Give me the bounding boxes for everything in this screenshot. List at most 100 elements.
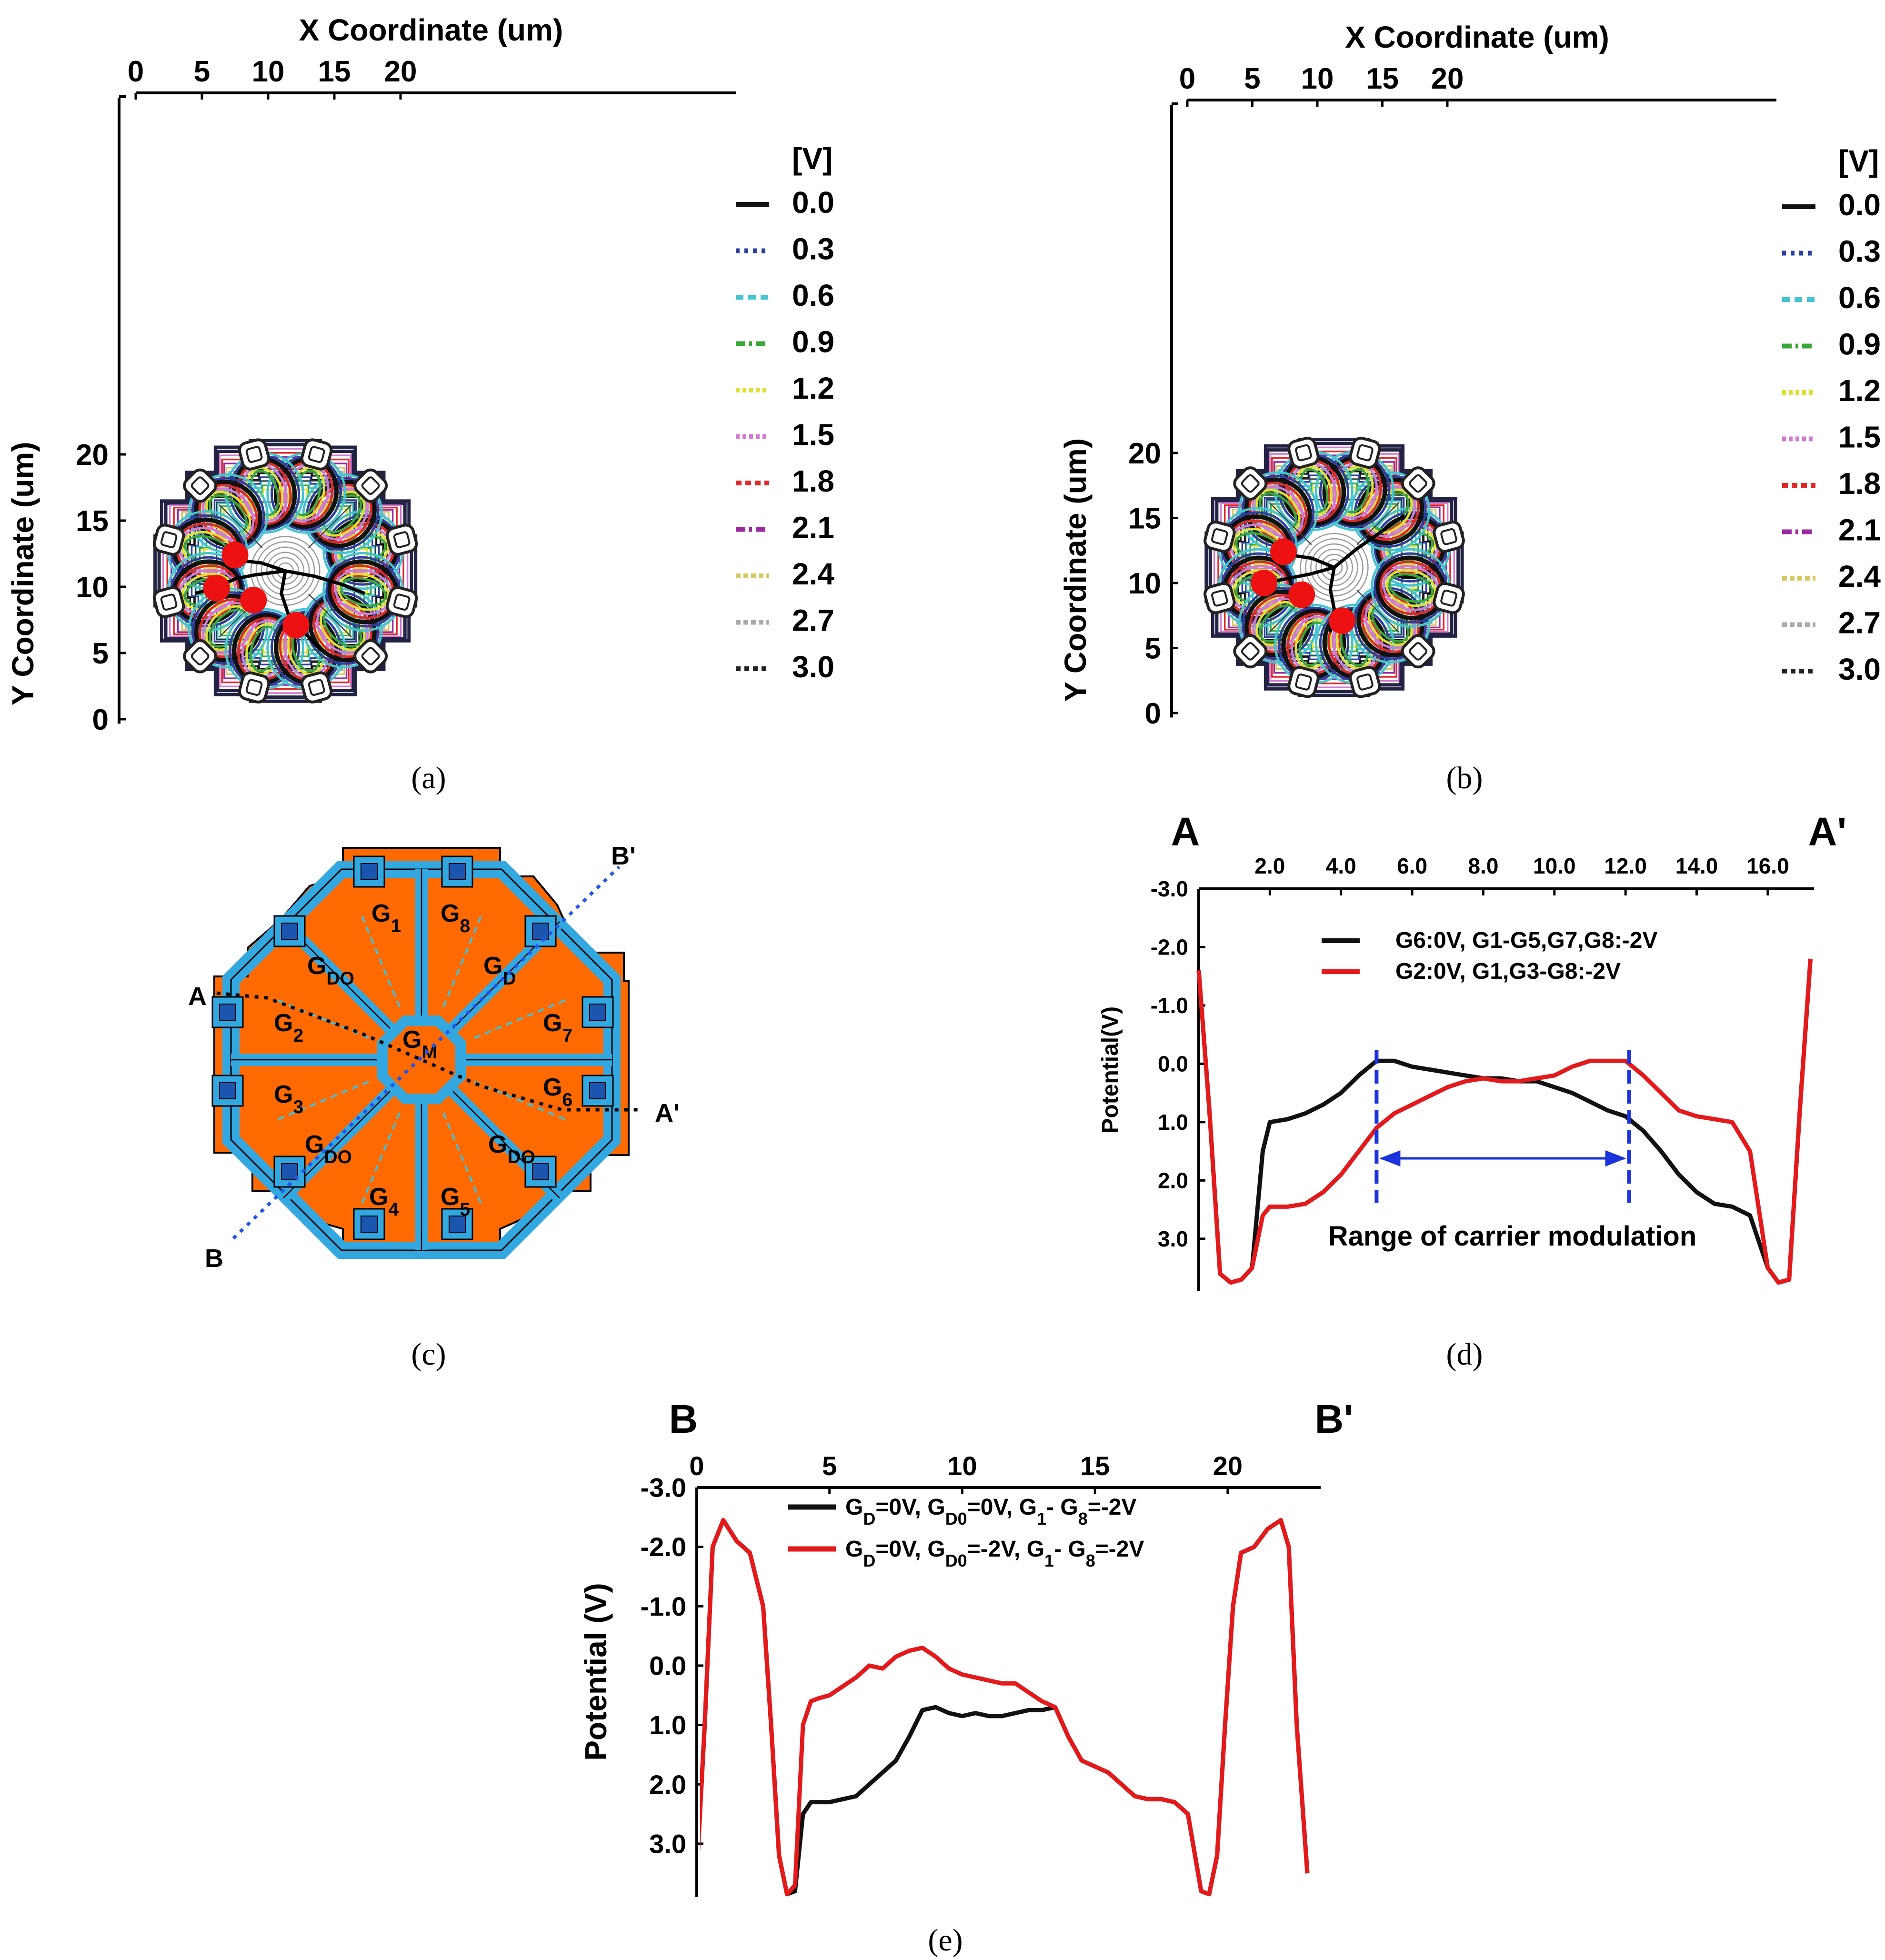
legend-title: [V] (792, 141, 832, 176)
sector-dashed-line (474, 998, 567, 1039)
gate-label-g1-part: G (371, 900, 391, 927)
finger-lobe (152, 552, 249, 632)
gate-label-g2: G2 (274, 1009, 303, 1046)
legend-label: G6:0V, G1-G5,G7,G8:-2V (1395, 928, 1657, 953)
x-tick-label: 16.0 (1746, 854, 1789, 878)
contact-pad (183, 639, 218, 673)
legend-label: GD=0V, GD0=0V, G1- G8=-2V (845, 1495, 1137, 1528)
series-group (700, 1518, 1310, 1897)
x-tick-label: 10.0 (1533, 854, 1576, 878)
y-axis-title: Y Coordinate (um) (1058, 438, 1093, 702)
gate-label-g3-part: 3 (293, 1097, 303, 1117)
y-tick-label: -2.0 (641, 1532, 687, 1562)
legend-label: 0.9 (1838, 327, 1881, 362)
gate-label-gm-part: G (402, 1026, 421, 1054)
contact-pad-inner (1295, 673, 1312, 691)
x-tick-label: 0 (689, 1451, 704, 1481)
contact-pad-inner (393, 531, 411, 548)
panel-captions: (a) (b) (c) (d) (e) (411, 761, 1483, 1958)
contact-pad (1433, 582, 1465, 614)
legend-label: 2.7 (792, 603, 834, 638)
diagonal-line (219, 504, 263, 548)
y-axis-title: Y Coordinate (um) (6, 442, 40, 705)
x-tick-label: 5 (194, 55, 210, 88)
inner-frame (1245, 478, 1424, 657)
contact (589, 1082, 606, 1099)
marker-dot (221, 542, 249, 569)
legend-label: 2.4 (792, 557, 834, 591)
marker-dot (1328, 607, 1355, 634)
legend-label: 0.3 (792, 232, 834, 266)
cut-line-a (216, 991, 643, 1112)
contact (532, 923, 549, 940)
legend-label: 2.1 (1838, 513, 1881, 547)
legend-label-part: =-2V, G (967, 1537, 1044, 1562)
legend-label: 0.6 (792, 278, 834, 312)
y-tick-label: -2.0 (1151, 935, 1188, 960)
contact-pad (1349, 666, 1381, 698)
legend-label: 0.9 (792, 325, 834, 359)
contact-pad-inner (245, 446, 263, 463)
contact-frame (582, 996, 614, 1028)
y-tick-label: 2.0 (649, 1769, 686, 1799)
marker-dot (282, 612, 310, 639)
y-tick-label: 3.0 (649, 1829, 686, 1859)
contact-pad-inner (191, 476, 210, 495)
gate-label-g4-part: 4 (388, 1199, 399, 1220)
contact-pad (152, 523, 185, 556)
legend-label: 2.7 (1838, 606, 1881, 640)
contact-pad (1287, 436, 1320, 469)
y-tick-label: 15 (1128, 503, 1161, 535)
sector-dashed-line (442, 914, 483, 1007)
gate-label-gdo_tl-part: DO (326, 968, 354, 989)
legend-title: [V] (1838, 144, 1879, 178)
legend-label: 0.0 (1838, 188, 1881, 222)
contact-pad (1203, 582, 1236, 614)
legend-label-part: 8 (1086, 1551, 1095, 1570)
legend-label-part: =0V, G (967, 1495, 1037, 1520)
contact-pad-inner (191, 647, 210, 665)
caption-a: (a) (411, 761, 446, 795)
lobe-contour (1388, 573, 1434, 603)
legend-label-part: - G (1054, 1537, 1086, 1562)
gate-label-g1: G1 (371, 900, 401, 936)
gate-frame-edge (230, 868, 613, 1251)
contact-pad (238, 671, 271, 704)
gate-label-g7: G7 (543, 1009, 572, 1046)
contact-pad-inner (393, 593, 411, 611)
legend-label-part: - G (1046, 1495, 1078, 1520)
y-tick-label: 15 (76, 505, 109, 538)
contact-pad-inner (160, 593, 178, 611)
contact-pad-inner (1409, 642, 1427, 661)
contact-pad (353, 639, 388, 673)
contact-pad (183, 468, 218, 503)
streamline (280, 571, 322, 652)
x-tick-label: 10 (1301, 62, 1334, 95)
y-tick-label: 3.0 (1158, 1226, 1188, 1251)
sector-dashed-line (442, 1112, 483, 1206)
center-contour (1320, 553, 1348, 581)
contact (219, 1082, 236, 1099)
cut-label-a: A (188, 982, 207, 1011)
legend-label-part: G (845, 1495, 863, 1520)
finger-lobe (1371, 548, 1465, 628)
gate-label-g5-part: 5 (460, 1199, 470, 1220)
contact-pad-inner (361, 647, 380, 665)
range-annotation: Range of carrier modulation (1328, 1221, 1696, 1252)
gate-label-gd: GD (483, 952, 516, 989)
y-tick-label: 1.0 (1158, 1110, 1188, 1135)
gate-label-g1-part: 1 (391, 916, 401, 936)
diagonal-line (308, 504, 352, 548)
gate-label-g6-part: G (543, 1074, 562, 1101)
y-tick-label: -1.0 (641, 1591, 687, 1621)
caption-c: (c) (411, 1337, 446, 1372)
end-label-left: A (1171, 809, 1200, 854)
y-tick-label: 2.0 (1158, 1168, 1188, 1193)
contact-pad (300, 438, 333, 471)
contact-pad (1233, 466, 1268, 501)
legend-label: GD=0V, GD0=-2V, G1- G8=-2V (845, 1537, 1144, 1570)
panel-a-contour-map: X Coordinate (um) 0 5 10 15 20 0 5 10 15 20 Y Coord… (6, 13, 834, 736)
x-tick-label: 10 (252, 55, 285, 88)
